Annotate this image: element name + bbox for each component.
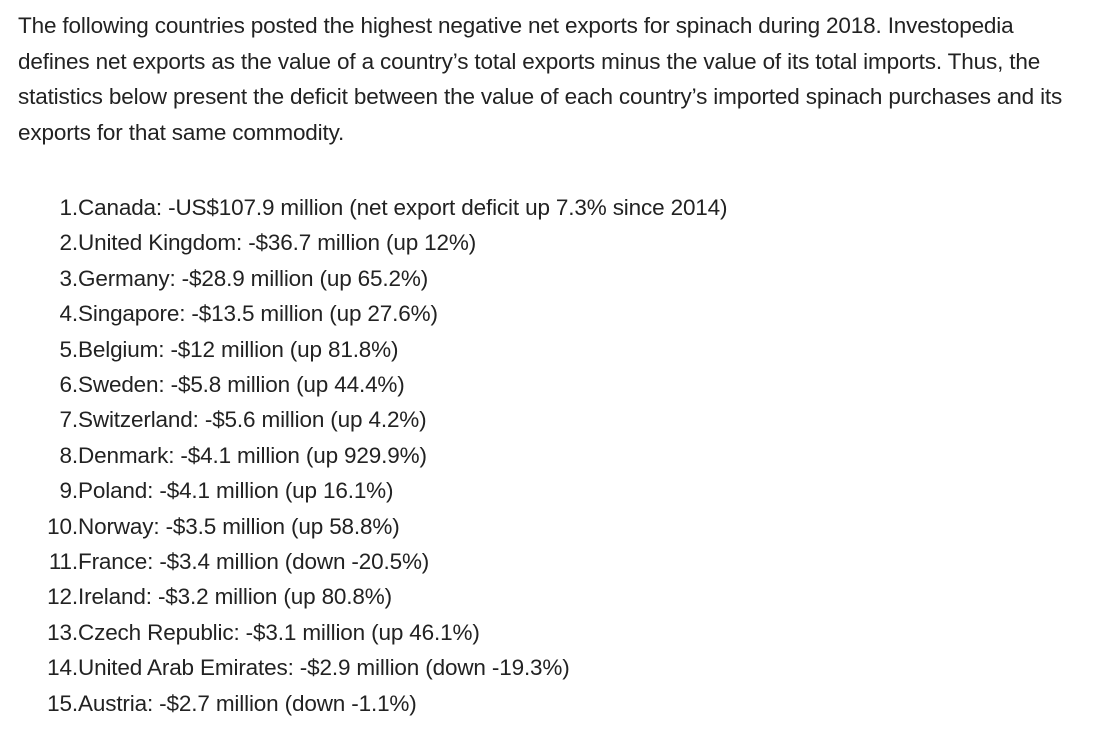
- list-text: Canada: -US$107.9 million (net export de…: [78, 195, 728, 220]
- list-number: 2.: [59, 230, 79, 256]
- list-text: Switzerland: -$5.6 million (up 4.2%): [78, 407, 427, 433]
- list-item: 4. Singapore: -$13.5 million (up 27.6%): [18, 296, 727, 331]
- list-number: 10.: [47, 513, 78, 539]
- article-body: The following countries posted the highe…: [18, 8, 1088, 716]
- list-number: 14.: [47, 655, 78, 681]
- list-item: 3. Germany: -$28.9 million (up 65.2%): [18, 261, 727, 296]
- list-item: 5. Belgium: -$12 million (up 81.8%): [18, 332, 727, 367]
- list-number: 7.: [59, 407, 79, 433]
- list-item: 15. Austria: -$2.7 million (down -1.1%): [18, 686, 727, 721]
- list-number: 15.: [47, 690, 78, 716]
- list-number: 9.: [59, 478, 79, 504]
- list-number: 5.: [59, 336, 79, 362]
- list-text: Singapore: -$13.5 million (up 27.6%): [78, 301, 438, 327]
- list-item: 14. United Arab Emirates: -$2.9 million (…: [18, 650, 727, 685]
- list-text: Austria: -$2.7 million (down -1.1%): [78, 690, 417, 716]
- list-item: 2. United Kingdom: -$36.7 million (up 12%…: [18, 225, 727, 260]
- list-text: Belgium: -$12 million (up 81.8%): [78, 336, 399, 362]
- list-text: Sweden: -$5.8 million (up 44.4%): [78, 372, 405, 398]
- list-item: 10. Norway: -$3.5 million (up 58.8%): [18, 509, 727, 544]
- list-text: Poland: -$4.1 million (up 16.1%): [78, 478, 394, 504]
- ranked-country-list: 1. Canada: -US$107.9 million (net export …: [18, 190, 727, 721]
- list-number: 11.: [48, 549, 78, 575]
- list-number: 3.: [59, 265, 79, 291]
- list-item: 12. Ireland: -$3.2 million (up 80.8%): [18, 579, 727, 614]
- list-number: 13.: [47, 619, 78, 645]
- list-number: 4.: [59, 301, 79, 327]
- list-item: 11. France: -$3.4 million (down -20.5%): [18, 544, 727, 579]
- list-item: 7. Switzerland: -$5.6 million (up 4.2%): [18, 402, 727, 437]
- list-text: United Kingdom: -$36.7 million (up 12%): [78, 230, 477, 256]
- list-text: Ireland: -$3.2 million (up 80.8%): [78, 584, 392, 610]
- list-item: 13. Czech Republic: -$3.1 million (up 46.…: [18, 615, 727, 650]
- list-item: 1. Canada: -US$107.9 million (net export …: [18, 190, 728, 225]
- list-number: 8.: [59, 442, 79, 468]
- list-item: 9. Poland: -$4.1 million (up 16.1%): [18, 473, 727, 508]
- list-text: Germany: -$28.9 million (up 65.2%): [78, 265, 429, 291]
- list-item: 6. Sweden: -$5.8 million (up 44.4%): [18, 367, 727, 402]
- list-text: United Arab Emirates: -$2.9 million (dow…: [78, 655, 570, 681]
- list-text: Norway: -$3.5 million (up 58.8%): [78, 513, 400, 539]
- intro-paragraph: The following countries posted the highe…: [18, 13, 1063, 145]
- list-text: France: -$3.4 million (down -20.5%): [78, 549, 430, 575]
- list-number: 6.: [59, 372, 79, 398]
- list-item: 8. Denmark: -$4.1 million (up 929.9%): [18, 438, 727, 473]
- list-text: Czech Republic: -$3.1 million (up 46.1%): [78, 619, 480, 645]
- list-number: 1.: [59, 195, 79, 220]
- list-text: Denmark: -$4.1 million (up 929.9%): [78, 442, 427, 468]
- list-number: 12.: [47, 584, 78, 610]
